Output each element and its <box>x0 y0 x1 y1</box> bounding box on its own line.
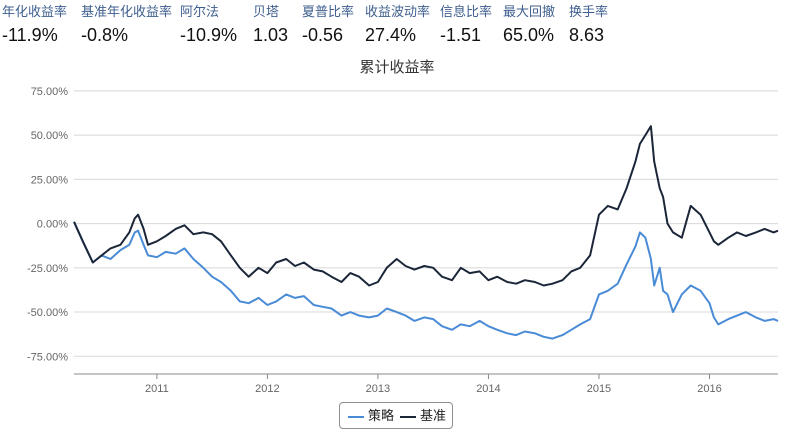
legend-swatch-strategy <box>348 416 364 418</box>
y-tick-label: 75.00% <box>31 86 69 98</box>
legend-swatch-benchmark <box>400 416 416 418</box>
y-tick-label: -75.00% <box>27 351 68 363</box>
cumulative-return-chart: 累计收益率 75.00% 50.00% 25.00% 0.00% -25.00% -50.… <box>27 59 779 395</box>
chart-title: 累计收益率 <box>359 59 434 76</box>
metric-sharpe: 夏普比率 -0.56 <box>302 3 354 47</box>
x-tick-label: 2015 <box>587 383 611 395</box>
series-line-benchmark <box>73 125 779 287</box>
x-axis: 2011 2012 2013 2014 2015 2016 <box>74 373 778 395</box>
metric-label: 最大回撤 <box>503 4 556 19</box>
series-line-strategy <box>73 221 779 340</box>
y-axis: 75.00% 50.00% 25.00% 0.00% -25.00% -50.00% -75… <box>27 86 68 363</box>
y-tick-label: -25.00% <box>27 263 68 275</box>
x-tick-label: 2012 <box>255 383 279 395</box>
legend-label: 基准 <box>420 408 447 423</box>
metric-value: 27.4% <box>365 25 417 45</box>
y-tick-label: 25.00% <box>31 174 69 186</box>
metric-benchmark-annual-return: 基准年化收益率 -0.8% <box>81 3 172 47</box>
metric-alpha: 阿尔法 -10.9% <box>180 3 237 47</box>
metric-label: 年化收益率 <box>2 4 68 19</box>
x-tick-label: 2016 <box>697 383 721 395</box>
y-tick-label: 0.00% <box>37 219 68 231</box>
y-tick-label: -50.00% <box>27 307 68 319</box>
x-tick-label: 2013 <box>366 383 390 395</box>
metric-volatility: 收益波动率 27.4% <box>365 3 430 47</box>
metric-value: -0.56 <box>302 25 344 45</box>
metric-label: 贝塔 <box>253 4 280 19</box>
metric-value: -11.9% <box>2 25 58 45</box>
metric-label: 夏普比率 <box>302 4 355 19</box>
metric-value: 65.0% <box>503 25 555 45</box>
x-tick-label: 2011 <box>145 383 169 395</box>
metric-label: 换手率 <box>569 4 609 19</box>
metrics-bar: 年化收益率 -11.9% 基准年化收益率 -0.8% 阿尔法 -10.9% 贝塔… <box>0 0 794 48</box>
gridlines <box>74 90 778 357</box>
x-tick-label: 2014 <box>476 383 500 395</box>
metric-value: -0.8% <box>81 25 129 45</box>
metric-value: 1.03 <box>253 25 289 45</box>
metric-value: -1.51 <box>440 25 482 45</box>
metric-annual-return: 年化收益率 -11.9% <box>2 3 67 47</box>
metric-turnover: 换手率 8.63 <box>569 3 608 47</box>
metric-max-drawdown: 最大回撤 65.0% <box>503 3 555 47</box>
y-tick-label: 50.00% <box>31 130 69 142</box>
metric-label: 阿尔法 <box>180 4 220 19</box>
legend-label: 策略 <box>368 408 395 423</box>
metric-information-ratio: 信息比率 -1.51 <box>440 3 492 47</box>
metric-label: 信息比率 <box>440 4 493 19</box>
series-lines <box>73 125 779 340</box>
metric-value: -10.9% <box>180 25 238 45</box>
metric-label: 基准年化收益率 <box>81 4 173 19</box>
metric-label: 收益波动率 <box>365 4 431 19</box>
metric-value: 8.63 <box>569 25 605 45</box>
metric-beta: 贝塔 1.03 <box>253 3 288 47</box>
legend: 策略 基准 <box>339 402 453 429</box>
